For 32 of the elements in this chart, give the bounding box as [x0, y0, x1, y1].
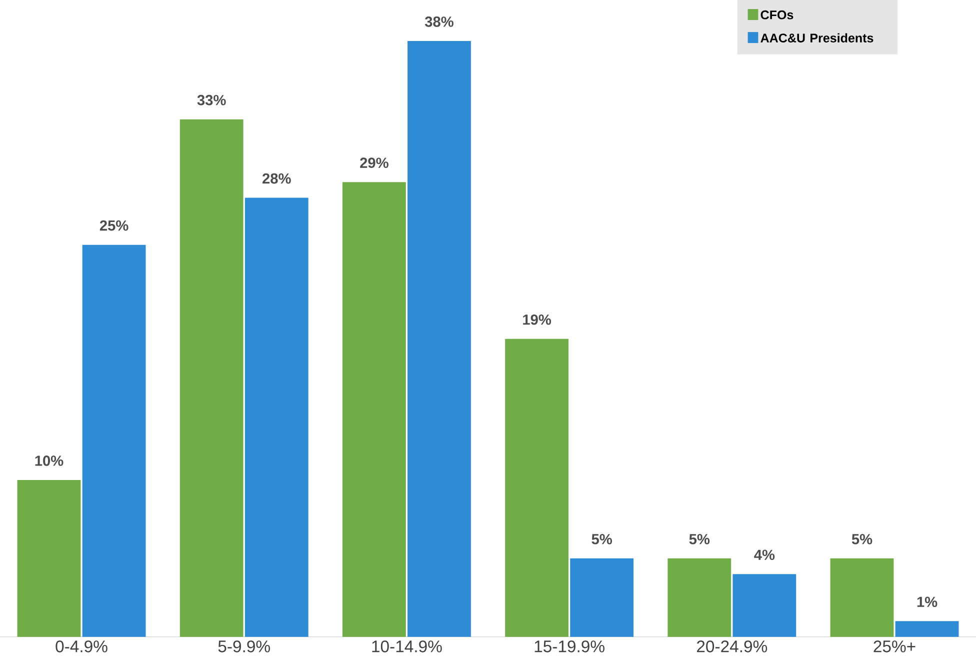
- x-tick-label: 0-4.9%: [56, 640, 108, 652]
- bar: [82, 244, 146, 637]
- legend-label: CFOs: [760, 10, 794, 20]
- data-label: 1%: [917, 596, 938, 608]
- bar: [895, 621, 959, 637]
- data-label: 4%: [754, 550, 775, 560]
- x-tick-label: 15-19.9%: [534, 640, 604, 652]
- data-label: 38%: [424, 16, 454, 27]
- data-label: 25%: [100, 220, 128, 231]
- bar: [505, 339, 568, 637]
- data-label: 5%: [852, 534, 872, 544]
- bar: [180, 120, 244, 637]
- bar: [342, 182, 406, 637]
- data-label: 5%: [592, 534, 612, 544]
- bar: [570, 558, 634, 637]
- data-label: 33%: [197, 95, 226, 106]
- bar: [732, 574, 796, 637]
- data-label: 29%: [360, 158, 388, 168]
- x-tick-label: 5-9.9%: [218, 640, 270, 652]
- data-label: 19%: [523, 314, 552, 325]
- bar: [408, 41, 471, 637]
- data-label: 10%: [35, 456, 64, 466]
- data-label: 28%: [262, 173, 291, 184]
- bar: [17, 480, 81, 637]
- x-tick-label: 20-24.9%: [696, 640, 768, 652]
- bar: [668, 558, 732, 637]
- data-label: 5%: [689, 534, 710, 544]
- x-tick-label: 10-14.9%: [372, 640, 442, 652]
- legend-label: AAC&U Presidents: [760, 33, 874, 43]
- bar: [830, 558, 894, 637]
- bar: [244, 198, 308, 637]
- x-tick-label: 25%+: [874, 640, 916, 652]
